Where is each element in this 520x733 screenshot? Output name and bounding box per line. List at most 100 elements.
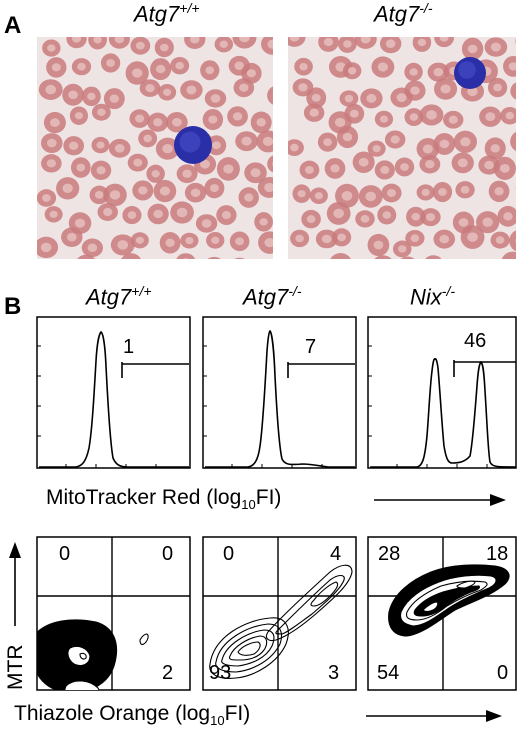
red-blood-cell (244, 162, 267, 184)
quadrant-value-3-lr: 0 (497, 662, 509, 684)
red-blood-cell (419, 154, 441, 174)
red-blood-cell (338, 37, 357, 53)
blood-smear-image-wt (37, 37, 273, 259)
plot-frame (367, 316, 517, 469)
red-blood-cell (127, 153, 148, 172)
red-blood-cell (416, 184, 435, 201)
quadrant-value-2-ul: 0 (223, 543, 235, 565)
red-blood-cell (103, 88, 125, 110)
red-blood-cell (326, 201, 351, 225)
red-blood-cell (384, 130, 406, 149)
red-blood-cell (267, 155, 273, 173)
red-blood-cell (419, 104, 444, 126)
red-blood-cell (367, 140, 386, 157)
contour-x-axis-label: Thiazole Orange (log10FI) (14, 702, 251, 729)
red-blood-cell (267, 86, 273, 105)
quadrant-value-1-ur: 0 (162, 543, 174, 565)
red-blood-cell (206, 135, 227, 156)
red-blood-cell (42, 39, 61, 57)
plot-frame (202, 536, 357, 691)
red-blood-cell (306, 87, 327, 109)
histogram-trace (370, 358, 517, 468)
red-blood-cell (69, 106, 89, 125)
contour-lines (209, 564, 353, 679)
axis-ticks (368, 345, 488, 468)
gate-bar (453, 360, 516, 377)
red-blood-cell (443, 110, 464, 129)
red-blood-cell (82, 86, 101, 107)
red-blood-cell (88, 37, 107, 50)
red-blood-cell (121, 253, 141, 259)
red-blood-cell (299, 160, 320, 180)
red-blood-cell (336, 126, 359, 149)
red-blood-cell (256, 130, 273, 153)
red-blood-cell (490, 231, 510, 249)
red-blood-cell (404, 80, 426, 101)
red-blood-cell (71, 58, 92, 76)
plot-frame (36, 316, 191, 469)
red-blood-cell (404, 108, 424, 127)
red-blood-cell (261, 37, 273, 55)
quadrant-value-3-ul: 28 (378, 543, 401, 565)
red-blood-cell (153, 179, 177, 203)
red-blood-cell (235, 131, 258, 152)
red-blood-cell (214, 37, 234, 53)
red-blood-cell (154, 37, 174, 58)
red-blood-cell (500, 106, 516, 125)
red-blood-cell (484, 137, 506, 160)
panel-b-letter: B (4, 293, 22, 320)
quadrant-value-3-ll: 54 (377, 662, 400, 684)
red-blood-cell (227, 106, 248, 127)
histogram-gate-value-1: 1 (123, 336, 135, 358)
red-blood-cell (484, 37, 508, 57)
red-blood-cell (56, 177, 80, 200)
red-blood-cell (503, 55, 516, 77)
histogram-panel-atg7-wt (36, 316, 191, 469)
red-blood-cell (216, 205, 237, 225)
red-blood-cell (234, 257, 245, 259)
red-blood-cell (374, 160, 395, 180)
red-blood-cell (241, 62, 262, 84)
red-blood-cell (354, 37, 377, 49)
red-blood-cell (254, 212, 273, 232)
red-blood-cell (229, 231, 250, 252)
red-blood-cell (232, 37, 257, 49)
red-blood-cell (108, 138, 131, 158)
red-blood-cell (176, 253, 196, 259)
red-blood-cell (392, 240, 412, 258)
red-blood-cell (510, 131, 516, 152)
gate-bar (287, 362, 355, 378)
quadrant-value-3-ur: 18 (486, 543, 509, 565)
red-blood-cell (81, 238, 103, 258)
red-blood-cell (62, 83, 84, 106)
red-blood-cell (150, 58, 172, 81)
red-blood-cell (451, 152, 474, 174)
red-blood-cell (46, 57, 67, 78)
red-blood-cell (374, 255, 392, 259)
red-blood-cell (405, 229, 425, 247)
red-blood-cell (37, 236, 59, 259)
red-blood-cell (433, 229, 456, 249)
contour-y-axis-label: MTR (4, 644, 27, 691)
panel-a-genotype-ko: Atg7-/- (374, 0, 433, 27)
red-blood-cell (352, 151, 375, 174)
red-blood-cell (77, 254, 96, 259)
red-blood-cell (433, 133, 456, 155)
red-blood-cell (288, 139, 304, 156)
red-blood-cell (292, 184, 311, 204)
red-blood-cell (432, 181, 453, 203)
red-blood-cell (301, 209, 321, 229)
red-blood-cell (129, 109, 150, 128)
contour-panel-atg7-wt (36, 536, 191, 691)
red-blood-cell (377, 205, 397, 225)
red-blood-cell (38, 79, 63, 100)
contour-panel-nix-ko (367, 536, 517, 691)
histogram-x-axis-arrow (374, 494, 506, 506)
red-blood-cell (97, 203, 118, 221)
red-blood-cell (108, 37, 130, 49)
red-blood-cell (404, 62, 423, 82)
red-blood-cell (318, 37, 339, 52)
quadrant-value-1-ll: 98 (42, 662, 65, 684)
red-blood-cell (132, 180, 154, 201)
red-blood-cell (66, 37, 87, 49)
